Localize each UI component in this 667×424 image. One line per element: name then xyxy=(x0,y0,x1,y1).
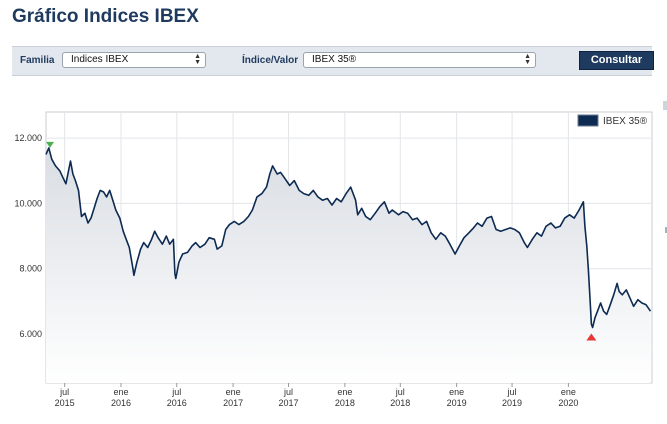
side-scroll-mark xyxy=(665,227,667,233)
indice-select-value: IBEX 35® xyxy=(312,54,357,65)
x-tick-month: ene xyxy=(449,387,464,397)
select-arrows-icon: ▲ ▼ xyxy=(524,53,531,66)
indice-select[interactable]: IBEX 35® ▲ ▼ xyxy=(303,52,536,68)
legend-label: IBEX 35® xyxy=(603,116,648,127)
ibex-chart: 6.000 8.000 10.000 12.000 jul 2015 ene 2016 jul… xyxy=(0,100,667,419)
x-tick-month: jul xyxy=(59,387,69,397)
x-tick-year: 2019 xyxy=(502,398,522,408)
y-axis: 6.000 8.000 10.000 12.000 xyxy=(14,133,42,339)
max-marker-icon xyxy=(46,141,54,148)
x-tick-month: jul xyxy=(283,387,293,397)
x-axis: jul2015ene2016jul2016ene2017jul2017ene20… xyxy=(55,383,578,408)
x-tick-year: 2017 xyxy=(279,398,299,408)
y-tick-label: 6.000 xyxy=(19,329,42,339)
x-tick-month: ene xyxy=(226,387,241,397)
x-tick-month: jul xyxy=(395,387,405,397)
select-arrows-icon: ▲ ▼ xyxy=(194,53,201,66)
consultar-button[interactable]: Consultar xyxy=(579,51,654,70)
filter-toolbar: Familia Indices IBEX ▲ ▼ Índice/Valor IBE… xyxy=(12,46,654,76)
x-tick-year: 2017 xyxy=(223,398,243,408)
x-tick-month: jul xyxy=(507,387,517,397)
x-tick-year: 2016 xyxy=(111,398,131,408)
familia-select[interactable]: Indices IBEX ▲ ▼ xyxy=(62,52,206,68)
series-line-ibex35 xyxy=(45,147,652,329)
familia-label: Familia xyxy=(20,55,55,66)
y-tick-label: 10.000 xyxy=(14,198,42,208)
x-tick-year: 2018 xyxy=(335,398,355,408)
x-tick-year: 2015 xyxy=(55,398,75,408)
page-title: Gráfico Indices IBEX xyxy=(12,6,199,27)
y-tick-label: 8.000 xyxy=(19,264,42,274)
x-tick-year: 2019 xyxy=(447,398,467,408)
series-area xyxy=(46,147,651,383)
side-scroll-mark xyxy=(663,101,667,110)
familia-select-value: Indices IBEX xyxy=(71,54,129,65)
x-tick-year: 2020 xyxy=(558,398,578,408)
y-tick-label: 12.000 xyxy=(14,133,42,143)
min-marker-icon xyxy=(586,333,597,341)
x-tick-month: ene xyxy=(114,387,129,397)
x-tick-year: 2018 xyxy=(390,398,410,408)
indice-label: Índice/Valor xyxy=(242,55,299,66)
legend: IBEX 35® xyxy=(577,114,648,127)
x-tick-month: ene xyxy=(561,387,576,397)
x-tick-month: ene xyxy=(337,387,352,397)
legend-swatch xyxy=(577,114,599,127)
x-tick-month: jul xyxy=(171,387,181,397)
x-tick-year: 2016 xyxy=(167,398,187,408)
